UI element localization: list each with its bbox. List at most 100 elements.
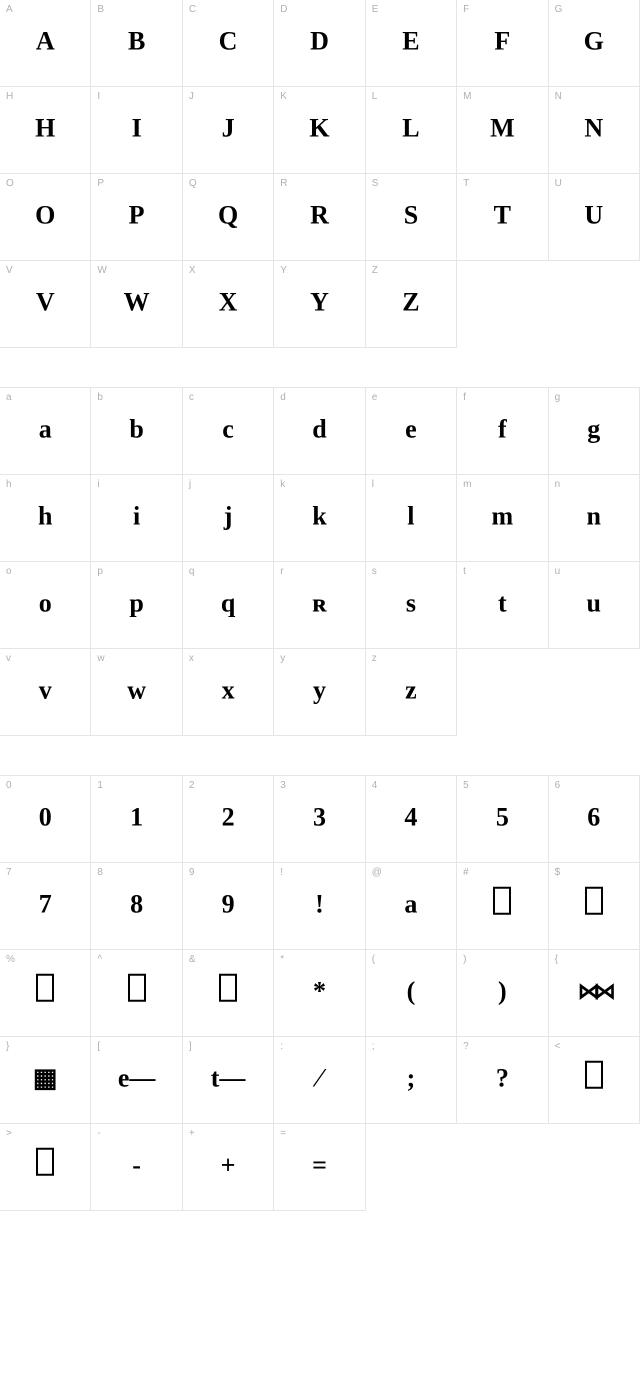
cell-glyph: F [494, 27, 510, 57]
cell-label: L [372, 91, 378, 102]
glyph-cell: !! [273, 862, 365, 950]
glyph-cell: vv [0, 648, 91, 736]
glyph-cell: :⁄ [273, 1036, 365, 1124]
cell-label: a [6, 392, 12, 403]
cell-glyph: + [221, 1151, 236, 1181]
glyph-cell: < [548, 1036, 640, 1124]
glyph-cell: WW [90, 260, 182, 348]
glyph-cell: VV [0, 260, 91, 348]
cell-glyph: E [402, 27, 419, 57]
cell-glyph: I [132, 114, 142, 144]
cell-label: B [97, 4, 104, 15]
cell-glyph [219, 974, 237, 1009]
glyph-cell: dd [273, 387, 365, 475]
glyph-cell: ZZ [365, 260, 457, 348]
cell-label: h [6, 479, 12, 490]
cell-glyph: o [39, 589, 52, 619]
cell-label: l [372, 479, 374, 490]
cell-glyph: J [222, 114, 235, 144]
cell-label: S [372, 178, 379, 189]
cell-label: ? [463, 1041, 469, 1052]
cell-label: M [463, 91, 471, 102]
cell-glyph: X [219, 288, 238, 318]
cell-glyph: b [129, 415, 143, 445]
cell-label: W [97, 265, 106, 276]
cell-label: ! [280, 867, 283, 878]
cell-glyph: ▦ [33, 1064, 58, 1094]
cell-label: g [555, 392, 561, 403]
cell-glyph: e— [118, 1064, 156, 1094]
glyph-cell: yy [273, 648, 365, 736]
glyph-cell: == [273, 1123, 365, 1211]
glyph-cell: QQ [182, 173, 274, 261]
cell-glyph: P [129, 201, 145, 231]
cell-label: R [280, 178, 287, 189]
glyph-cell: nn [548, 474, 640, 562]
missing-glyph-icon [585, 1061, 603, 1089]
cell-glyph: d [312, 415, 326, 445]
glyph-cell: CC [182, 0, 274, 87]
glyph-cell: rʀ [273, 561, 365, 649]
glyph-cell: @a [365, 862, 457, 950]
cell-glyph: ʀ [312, 589, 327, 619]
cell-label: Z [372, 265, 378, 276]
glyph-cell: ff [456, 387, 548, 475]
cell-label: d [280, 392, 286, 403]
cell-label: 9 [189, 867, 195, 878]
cell-label: b [97, 392, 103, 403]
section-symbols: 00112233445566778899!!@a#$%^&**(()){⋈⋈}▦… [0, 776, 640, 1211]
glyph-cell: XX [182, 260, 274, 348]
cell-glyph: Y [310, 288, 329, 318]
cell-label: 1 [97, 780, 103, 791]
glyph-cell: KK [273, 86, 365, 174]
cell-glyph: S [404, 201, 418, 231]
cell-label: 0 [6, 780, 12, 791]
glyph-cell: HH [0, 86, 91, 174]
cell-label: - [97, 1128, 100, 1139]
cell-glyph: t— [211, 1064, 246, 1094]
cell-glyph: p [129, 589, 143, 619]
cell-glyph: 4 [404, 803, 417, 833]
character-map: AABBCCDDEEFFGGHHIIJJKKLLMMNNOOPPQQRRSSTT… [0, 0, 640, 1211]
glyph-cell: FF [456, 0, 548, 87]
glyph-cell: [e— [90, 1036, 182, 1124]
cell-glyph: M [490, 114, 515, 144]
cell-label: ] [189, 1041, 192, 1052]
cell-glyph: e [405, 415, 417, 445]
glyph-cell: aa [0, 387, 91, 475]
cell-label: m [463, 479, 471, 490]
cell-label: u [555, 566, 561, 577]
cell-label: = [280, 1128, 286, 1139]
cell-label: J [189, 91, 194, 102]
missing-glyph-icon [36, 974, 54, 1002]
cell-glyph: W [124, 288, 150, 318]
cell-label: N [555, 91, 562, 102]
cell-label: H [6, 91, 13, 102]
glyph-cell: ] t— [182, 1036, 274, 1124]
cell-glyph [36, 974, 54, 1009]
glyph-cell: BB [90, 0, 182, 87]
cell-label: y [280, 653, 285, 664]
cell-glyph: t [498, 589, 507, 619]
glyph-cell: ww [90, 648, 182, 736]
cell-glyph: 7 [39, 890, 52, 920]
glyph-cell: 99 [182, 862, 274, 950]
cell-glyph: D [310, 27, 329, 57]
cell-label: E [372, 4, 379, 15]
glyph-cell: 55 [456, 775, 548, 863]
cell-label: $ [555, 867, 561, 878]
cell-glyph: ⁄ [317, 1064, 321, 1094]
cell-label: U [555, 178, 562, 189]
cell-label: z [372, 653, 377, 664]
cell-glyph: c [222, 415, 234, 445]
cell-glyph: ) [498, 977, 507, 1007]
cell-label: F [463, 4, 469, 15]
cell-label: k [280, 479, 285, 490]
cell-label: ( [372, 954, 375, 965]
glyph-cell: LL [365, 86, 457, 174]
cell-glyph: n [587, 502, 601, 532]
cell-label: { [555, 954, 558, 965]
cell-label: Q [189, 178, 197, 189]
cell-glyph: g [587, 415, 600, 445]
cell-label: K [280, 91, 287, 102]
